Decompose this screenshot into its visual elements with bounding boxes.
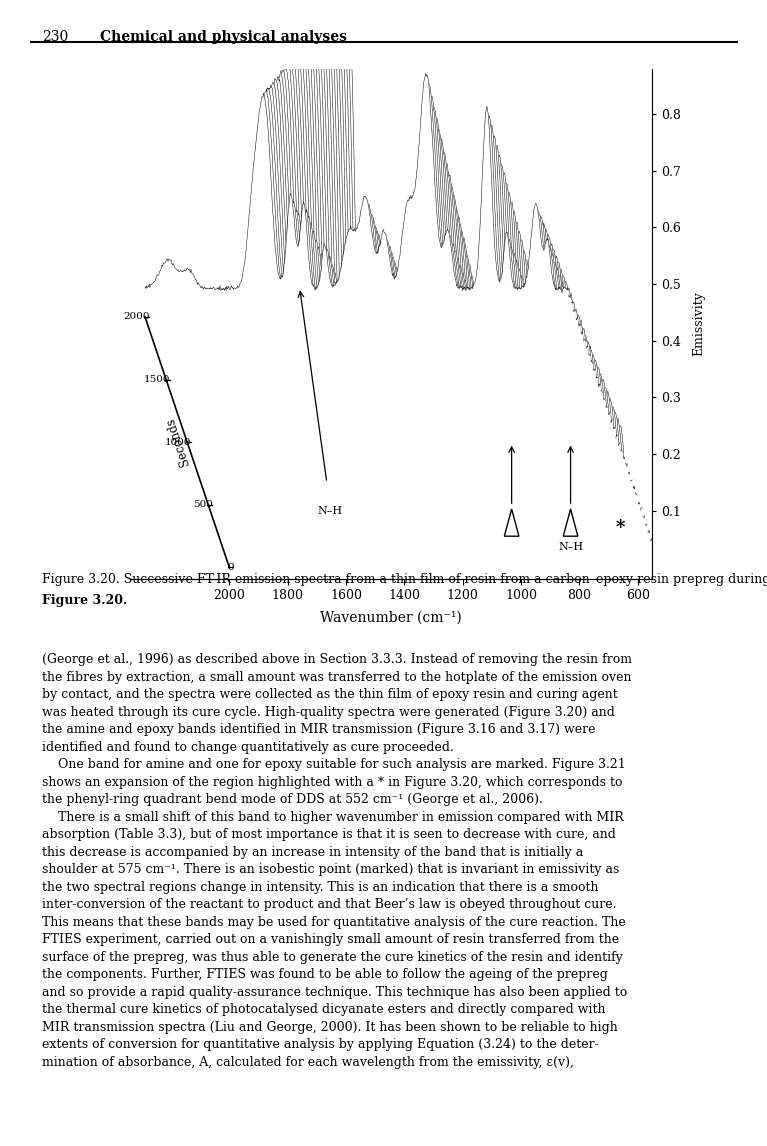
Text: Seconds: Seconds — [164, 416, 192, 468]
Text: (George et al., 1996) as described above in Section 3.3.3. Instead of removing t: (George et al., 1996) as described above… — [42, 653, 632, 1069]
Y-axis label: Emissivity: Emissivity — [692, 291, 705, 356]
Text: Figure 3.20. Successive FT-IR emission spectra from a thin film of resin from a : Figure 3.20. Successive FT-IR emission s… — [42, 573, 767, 586]
Text: 0: 0 — [227, 563, 234, 572]
Text: Figure 3.20.: Figure 3.20. — [42, 594, 127, 606]
Text: N–H: N–H — [317, 505, 342, 516]
Text: 2000: 2000 — [123, 313, 150, 321]
X-axis label: Wavenumber (cm⁻¹): Wavenumber (cm⁻¹) — [321, 611, 462, 625]
Text: N–H: N–H — [558, 542, 583, 552]
Text: Chemical and physical analyses: Chemical and physical analyses — [100, 30, 347, 44]
Text: 1000: 1000 — [165, 438, 192, 447]
Text: *: * — [615, 519, 624, 536]
Text: 500: 500 — [193, 501, 212, 509]
Text: 230: 230 — [42, 30, 68, 44]
Text: 1500: 1500 — [144, 375, 170, 384]
